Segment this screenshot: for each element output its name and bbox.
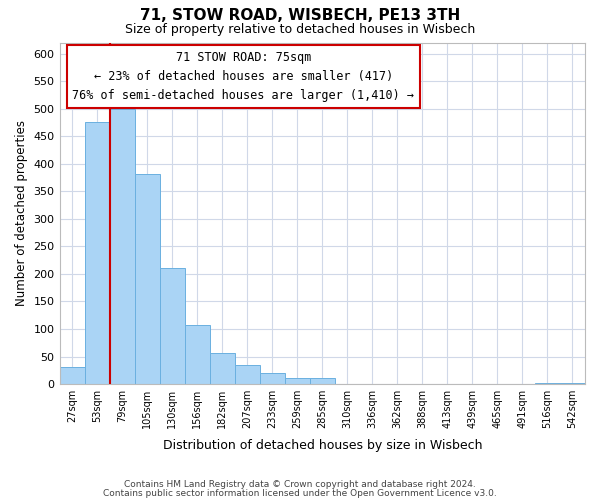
Bar	[134, 174, 160, 384]
Bar	[260, 373, 285, 384]
Y-axis label: Number of detached properties: Number of detached properties	[15, 120, 28, 306]
Text: Size of property relative to detached houses in Wisbech: Size of property relative to detached ho…	[125, 22, 475, 36]
Bar	[185, 325, 209, 384]
Bar	[235, 365, 260, 384]
Bar	[535, 383, 560, 384]
X-axis label: Distribution of detached houses by size in Wisbech: Distribution of detached houses by size …	[163, 440, 482, 452]
Bar	[110, 108, 134, 384]
Bar	[160, 268, 185, 384]
Bar	[285, 378, 310, 384]
Text: Contains public sector information licensed under the Open Government Licence v3: Contains public sector information licen…	[103, 488, 497, 498]
Bar	[85, 122, 110, 384]
Bar	[209, 352, 235, 384]
Bar	[59, 366, 85, 384]
Text: 71, STOW ROAD, WISBECH, PE13 3TH: 71, STOW ROAD, WISBECH, PE13 3TH	[140, 8, 460, 22]
Text: Contains HM Land Registry data © Crown copyright and database right 2024.: Contains HM Land Registry data © Crown c…	[124, 480, 476, 489]
Bar	[310, 378, 335, 384]
Text: 71 STOW ROAD: 75sqm
← 23% of detached houses are smaller (417)
76% of semi-detac: 71 STOW ROAD: 75sqm ← 23% of detached ho…	[73, 51, 415, 102]
Bar	[560, 383, 585, 384]
